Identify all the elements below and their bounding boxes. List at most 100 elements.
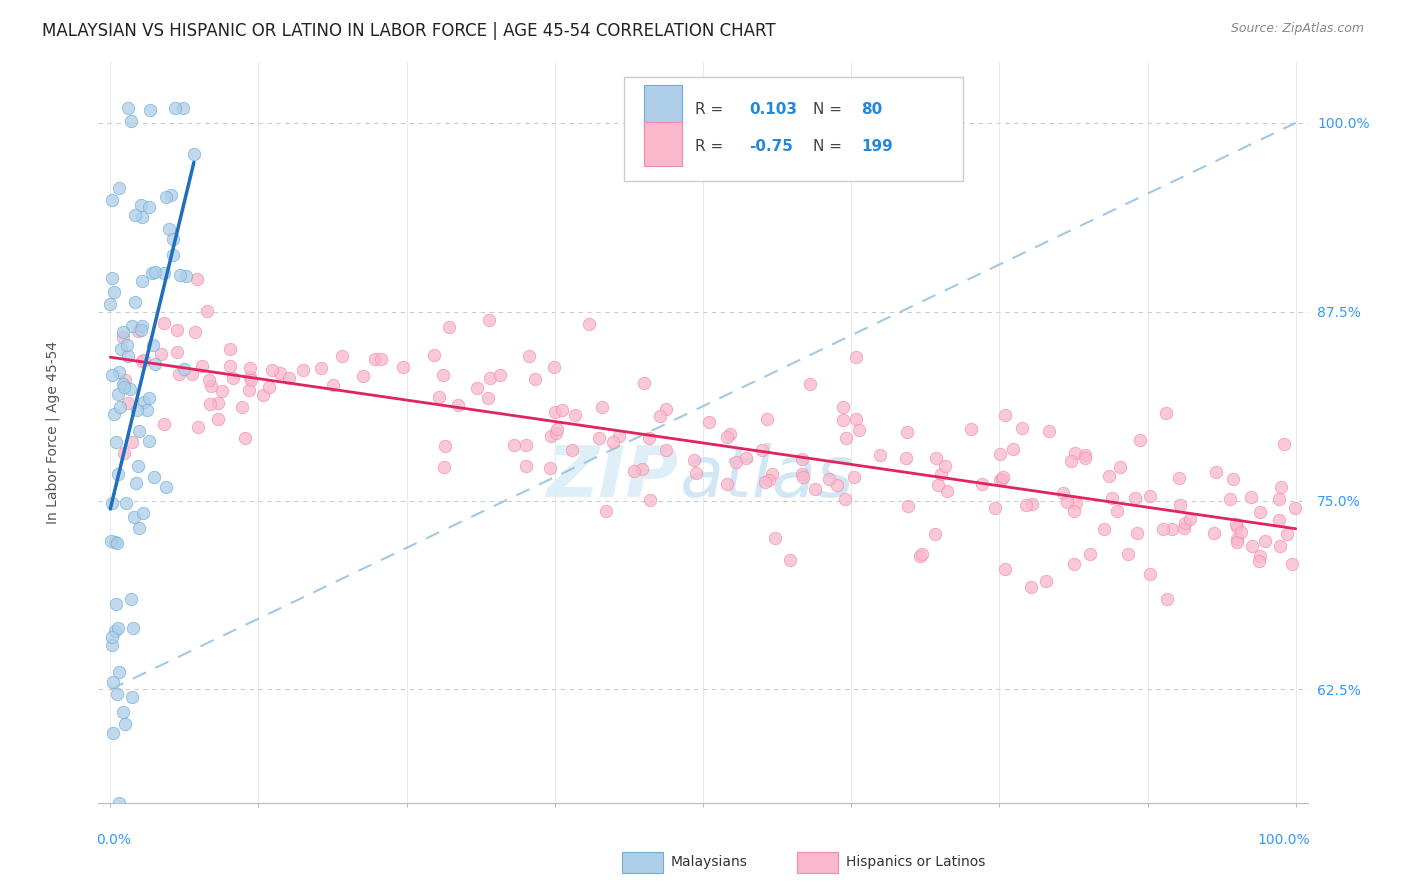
FancyBboxPatch shape bbox=[644, 122, 682, 166]
Point bbox=[108, 365, 131, 379]
Point bbox=[790, 467, 813, 482]
Point bbox=[207, 411, 229, 425]
Text: ZIP: ZIP bbox=[547, 442, 679, 511]
Point bbox=[638, 431, 661, 445]
Point bbox=[138, 200, 160, 214]
Point bbox=[988, 447, 1011, 461]
Point bbox=[1073, 448, 1095, 462]
Point bbox=[181, 367, 204, 381]
Text: Hispanics or Latinos: Hispanics or Latinos bbox=[845, 855, 986, 869]
Point bbox=[869, 448, 891, 462]
Point bbox=[101, 496, 124, 510]
Point bbox=[101, 368, 124, 383]
Point bbox=[111, 325, 134, 339]
Text: R =: R = bbox=[695, 138, 728, 153]
Point bbox=[848, 423, 870, 437]
Point bbox=[100, 630, 122, 644]
Point bbox=[990, 473, 1012, 487]
Point bbox=[718, 426, 741, 441]
Point bbox=[546, 426, 568, 441]
Point bbox=[257, 380, 280, 394]
Point bbox=[239, 360, 262, 375]
Point bbox=[1268, 513, 1291, 527]
Point bbox=[207, 396, 229, 410]
Text: N =: N = bbox=[813, 102, 846, 117]
Point bbox=[1063, 503, 1085, 517]
Point bbox=[1274, 437, 1296, 451]
Point bbox=[124, 509, 146, 524]
Point bbox=[127, 324, 149, 338]
Text: Malaysians: Malaysians bbox=[671, 855, 747, 869]
Point bbox=[896, 425, 918, 439]
Point bbox=[120, 592, 142, 607]
Text: In Labor Force | Age 45-54: In Labor Force | Age 45-54 bbox=[45, 341, 59, 524]
Point bbox=[818, 472, 841, 486]
Point bbox=[104, 624, 127, 639]
Point bbox=[1126, 525, 1149, 540]
Point bbox=[515, 458, 537, 473]
Point bbox=[112, 380, 135, 394]
Point bbox=[1241, 539, 1264, 553]
Point bbox=[169, 268, 191, 283]
Point bbox=[183, 147, 205, 161]
Point bbox=[1178, 511, 1201, 525]
Point bbox=[160, 188, 183, 202]
Point bbox=[911, 547, 934, 561]
Text: 80: 80 bbox=[862, 102, 883, 117]
Point bbox=[124, 294, 146, 309]
Point bbox=[523, 371, 546, 385]
Point bbox=[195, 303, 218, 318]
Point bbox=[157, 221, 180, 235]
Point bbox=[779, 552, 801, 566]
Point bbox=[364, 351, 387, 366]
Point bbox=[478, 371, 501, 385]
Point bbox=[198, 373, 221, 387]
Point bbox=[1240, 490, 1263, 504]
Point bbox=[219, 342, 242, 356]
Point bbox=[1254, 534, 1277, 549]
Point bbox=[465, 381, 488, 395]
Point bbox=[716, 476, 738, 491]
Point bbox=[1281, 557, 1303, 571]
Point bbox=[127, 402, 149, 417]
Point bbox=[1230, 524, 1253, 539]
Point bbox=[546, 422, 568, 436]
Point bbox=[141, 266, 163, 280]
Point bbox=[132, 506, 155, 520]
Point bbox=[112, 446, 135, 460]
Point bbox=[927, 478, 949, 492]
Point bbox=[1056, 495, 1078, 509]
Point bbox=[697, 415, 720, 429]
FancyBboxPatch shape bbox=[621, 852, 664, 873]
Point bbox=[929, 467, 952, 481]
Point bbox=[124, 208, 146, 222]
Point bbox=[631, 462, 654, 476]
Point bbox=[145, 265, 167, 279]
Point bbox=[515, 437, 537, 451]
Point bbox=[423, 348, 446, 362]
Point bbox=[1268, 491, 1291, 506]
Point bbox=[1035, 574, 1057, 588]
Point bbox=[322, 378, 344, 392]
FancyBboxPatch shape bbox=[644, 86, 682, 128]
Point bbox=[1277, 526, 1299, 541]
Point bbox=[503, 437, 526, 451]
Text: R =: R = bbox=[695, 102, 728, 117]
Point bbox=[252, 388, 274, 402]
Point bbox=[834, 431, 856, 445]
Point bbox=[803, 482, 825, 496]
Point bbox=[1125, 491, 1147, 505]
Point bbox=[260, 363, 283, 377]
Point bbox=[221, 371, 243, 385]
Point bbox=[129, 198, 152, 212]
Point bbox=[1139, 489, 1161, 503]
Point bbox=[233, 431, 256, 445]
Point bbox=[1222, 472, 1244, 486]
Point bbox=[489, 368, 512, 383]
Point bbox=[844, 469, 866, 483]
Point bbox=[134, 353, 156, 368]
Point bbox=[595, 504, 617, 518]
Point bbox=[543, 404, 565, 418]
Point bbox=[114, 716, 136, 731]
Point bbox=[993, 470, 1015, 484]
